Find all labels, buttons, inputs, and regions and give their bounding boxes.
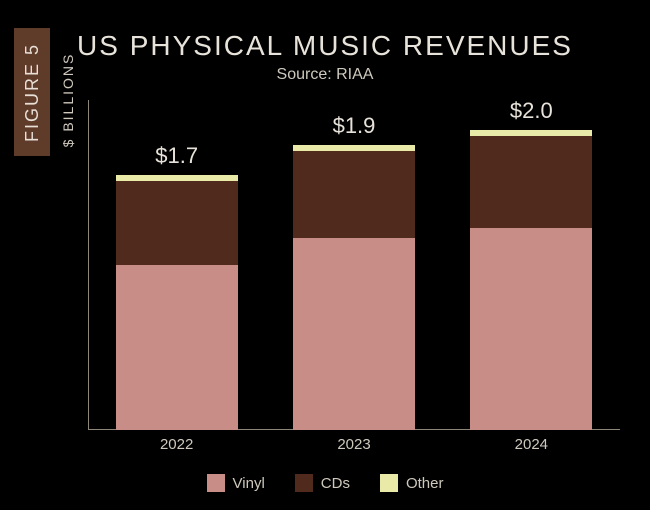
legend-label: Vinyl (233, 475, 265, 492)
bar-column: $1.9 (293, 100, 415, 430)
bar-segment (470, 228, 592, 431)
legend: Vinyl CDs Other (0, 474, 650, 492)
x-tick-label: 2022 (160, 436, 193, 453)
bar-segment (470, 136, 592, 228)
legend-swatch (380, 474, 398, 492)
bar-segment (116, 175, 238, 181)
legend-item: CDs (295, 474, 350, 492)
legend-label: Other (406, 475, 444, 492)
bar-column: $1.7 (116, 100, 238, 430)
x-tick-label: 2023 (337, 436, 370, 453)
bar-segment (293, 151, 415, 238)
bar-segment (116, 181, 238, 265)
legend-item: Other (380, 474, 444, 492)
bar-column: $2.0 (470, 100, 592, 430)
bar-segment (470, 130, 592, 136)
x-ticks: 2022 2023 2024 (88, 436, 620, 458)
x-tick-label: 2024 (515, 436, 548, 453)
bar-segment (293, 238, 415, 430)
bar-segment (116, 265, 238, 430)
bar-segment (293, 145, 415, 151)
legend-swatch (295, 474, 313, 492)
legend-item: Vinyl (207, 474, 265, 492)
chart-subtitle: Source: RIAA (0, 66, 650, 84)
bars-container: $1.7 $1.9 $2.0 (88, 100, 620, 430)
bar-total-label: $1.9 (333, 113, 376, 139)
chart-title: US PHYSICAL MUSIC REVENUES (0, 30, 650, 62)
bar-total-label: $2.0 (510, 98, 553, 124)
plot-area: $1.7 $1.9 $2.0 (88, 100, 620, 430)
bar-total-label: $1.7 (155, 143, 198, 169)
legend-swatch (207, 474, 225, 492)
legend-label: CDs (321, 475, 350, 492)
y-axis-label: $ BILLIONS (60, 20, 76, 180)
